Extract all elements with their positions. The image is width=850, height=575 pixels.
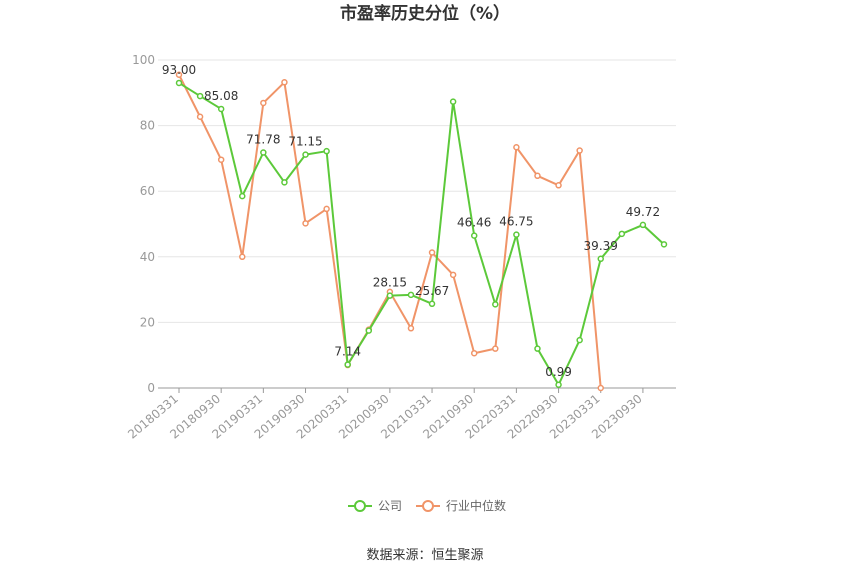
y-tick-label-100: 100 xyxy=(132,53,155,67)
data-point-0-22 xyxy=(639,221,647,229)
data-label-0: 93.00 xyxy=(162,63,196,77)
series-layer: 93.00 85.08 71.78 71.15 7.14 28.15 25.67 46.46 4… xyxy=(162,63,668,392)
data-point-0-21 xyxy=(618,230,626,238)
data-point-1-16 xyxy=(513,143,520,151)
data-point-0-3 xyxy=(239,192,246,200)
data-point-0-11 xyxy=(407,291,415,299)
data-point-0-5 xyxy=(281,179,288,186)
data-point-1-19 xyxy=(576,147,583,154)
data-label-4: 71.78 xyxy=(246,133,280,147)
legend-marker xyxy=(354,500,366,512)
data-point-1-6 xyxy=(302,220,309,227)
data-point-1-1 xyxy=(196,113,204,120)
data-label-6: 71.15 xyxy=(288,135,322,149)
data-label-16: 46.75 xyxy=(499,215,533,229)
legend-item-industry-median[interactable]: 行业中位数 xyxy=(416,498,506,513)
data-point-1-18 xyxy=(555,182,562,189)
data-point-0-17 xyxy=(534,345,541,352)
data-point-1-11 xyxy=(407,325,415,332)
data-point-0-0 xyxy=(175,79,183,87)
y-tick-label-0: 0 xyxy=(147,381,155,395)
data-point-0-18 xyxy=(555,381,562,389)
data-label-12: 25.67 xyxy=(415,284,449,298)
legend-label: 行业中位数 xyxy=(446,498,506,513)
data-point-1-7 xyxy=(323,205,330,213)
y-tick-label-20: 20 xyxy=(140,315,155,329)
data-point-0-10 xyxy=(386,292,394,299)
legend-label: 公司 xyxy=(378,499,402,513)
y-tick-label-60: 60 xyxy=(140,184,155,198)
data-point-1-13 xyxy=(449,271,457,279)
data-source: 数据来源：恒生聚源 xyxy=(366,548,483,563)
data-point-0-14 xyxy=(470,232,478,239)
data-labels: 93.00 85.08 71.78 71.15 7.14 28.15 25.67 46.46 4… xyxy=(162,63,660,379)
y-tick-label-40: 40 xyxy=(140,250,155,264)
data-point-1-5 xyxy=(281,79,288,86)
y-axis: 0 20 40 60 80 100 xyxy=(132,53,155,395)
data-point-1-2 xyxy=(217,156,225,163)
legend[interactable]: 公司 行业中位数 xyxy=(348,498,506,513)
data-point-0-20 xyxy=(597,255,604,263)
data-point-1-4 xyxy=(260,99,267,107)
data-label-2: 85.08 xyxy=(204,89,238,103)
data-label-22: 49.72 xyxy=(626,205,660,219)
data-label-14: 46.46 xyxy=(457,216,491,230)
data-point-0-6 xyxy=(302,151,309,158)
series-line-1 xyxy=(178,74,602,389)
series-company xyxy=(175,79,668,389)
data-point-0-1 xyxy=(196,92,204,100)
series-industry-median xyxy=(175,71,604,392)
legend-marker xyxy=(422,500,434,512)
legend-item-company[interactable]: 公司 xyxy=(348,499,402,513)
data-point-0-19 xyxy=(576,336,583,344)
data-point-0-8 xyxy=(344,361,351,368)
data-point-0-15 xyxy=(492,301,499,308)
data-point-0-9 xyxy=(365,327,373,334)
data-point-0-4 xyxy=(260,149,267,156)
data-point-0-7 xyxy=(323,147,330,155)
data-point-0-16 xyxy=(513,231,520,238)
x-axis: 2018033120180930201903312019093020200331… xyxy=(125,387,676,442)
data-point-1-20 xyxy=(597,384,604,392)
data-point-1-17 xyxy=(534,172,541,180)
data-label-18: 0.99 xyxy=(545,365,572,379)
data-label-20: 39.39 xyxy=(584,239,618,253)
data-point-1-14 xyxy=(470,349,478,357)
series-line-0 xyxy=(178,82,665,386)
y-tick-label-80: 80 xyxy=(140,119,155,133)
data-point-0-23 xyxy=(660,241,668,248)
data-point-1-12 xyxy=(428,249,436,256)
data-point-0-12 xyxy=(428,300,436,308)
data-point-0-13 xyxy=(449,98,457,105)
data-point-0-2 xyxy=(217,105,225,113)
data-point-1-15 xyxy=(492,345,499,352)
data-label-10: 28.15 xyxy=(373,276,407,290)
data-point-1-3 xyxy=(239,253,246,261)
chart-title: 市盈率历史分位（%） xyxy=(340,3,510,24)
data-label-8: 7.14 xyxy=(334,345,361,359)
data-point-1-0 xyxy=(175,71,183,79)
